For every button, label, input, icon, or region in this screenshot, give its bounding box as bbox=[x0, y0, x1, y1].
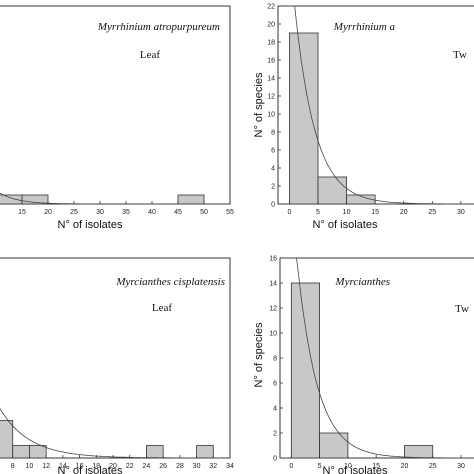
panel-4-ytick-label: 12 bbox=[269, 306, 277, 313]
panel-4-y-axis-label: N° of species bbox=[253, 322, 265, 387]
panel-2-ytick-label: 2 bbox=[271, 184, 275, 191]
panel-3-frame bbox=[0, 257, 231, 459]
panel-1-xtick-label: 25 bbox=[70, 209, 78, 216]
panel-4-xtick-label: 20 bbox=[401, 463, 409, 470]
panel-4-xtick-label: 0 bbox=[289, 463, 293, 470]
panel-2-ytick-label: 20 bbox=[267, 22, 275, 29]
panel-3-xtick-label: 16 bbox=[76, 463, 84, 470]
panel-3-xtick-label: 10 bbox=[26, 463, 34, 470]
panel-3-xtick-label: 12 bbox=[42, 463, 50, 470]
panel-4-bar bbox=[319, 432, 349, 459]
panel-4-ytick-label: 0 bbox=[273, 456, 277, 463]
panel-3-xtick-label: 30 bbox=[193, 463, 201, 470]
panel-4-xtick-label: 15 bbox=[372, 463, 380, 470]
panel-2-ytick-label: 0 bbox=[271, 202, 275, 209]
panel-2-xtick-label: 30 bbox=[457, 209, 465, 216]
panel-4-xtick-label: 30 bbox=[457, 463, 465, 470]
panel-1-bar bbox=[177, 194, 205, 205]
panel-2-ytick-label: 22 bbox=[267, 4, 275, 11]
panel-2-xtick-label: 5 bbox=[316, 209, 320, 216]
panel-4-xtick-label: 10 bbox=[344, 463, 352, 470]
panel-4-ytick-label: 14 bbox=[269, 281, 277, 288]
panel-4-ytick-label: 10 bbox=[269, 331, 277, 338]
panel-2-xtick-label: 0 bbox=[287, 209, 291, 216]
panel-4-ytick-label: 4 bbox=[273, 406, 277, 413]
panel-4-fit-curve bbox=[280, 257, 474, 459]
panel-1-xtick-label: 55 bbox=[226, 209, 234, 216]
panel-3-xtick-label: 22 bbox=[126, 463, 134, 470]
panel-3-xtick-label: 24 bbox=[143, 463, 151, 470]
panel-2-ytick-label: 4 bbox=[271, 166, 275, 173]
panel-4-ytick-label: 2 bbox=[273, 431, 277, 438]
panel-3-xtick-label: 34 bbox=[226, 463, 234, 470]
panel-4-ytick-label: 6 bbox=[273, 381, 277, 388]
panel-3-bar bbox=[29, 445, 47, 459]
panel-3-xtick-label: 32 bbox=[209, 463, 217, 470]
panel-3-xtick-label: 20 bbox=[109, 463, 117, 470]
panel-4-tissue-label: Tw bbox=[455, 303, 469, 315]
panel-2-frame bbox=[277, 5, 474, 205]
panel-2-xtick-label: 20 bbox=[400, 209, 408, 216]
panel-4-bar bbox=[290, 282, 321, 459]
panel-1-bar bbox=[21, 194, 49, 205]
panel-2-xtick-label: 10 bbox=[343, 209, 351, 216]
panel-3-xtick-label: 26 bbox=[159, 463, 167, 470]
panel-2-xtick-label: 25 bbox=[428, 209, 436, 216]
panel-4-xtick-label: 25 bbox=[429, 463, 437, 470]
panel-2-bar bbox=[346, 194, 376, 205]
panel-3-tissue-label: Leaf bbox=[152, 302, 172, 314]
panel-2-ytick-label: 8 bbox=[271, 130, 275, 137]
panel-2-y-axis-label: N° of species bbox=[253, 72, 265, 137]
panel-3-xtick-label: 8 bbox=[11, 463, 15, 470]
panel-1-xtick-label: 30 bbox=[96, 209, 104, 216]
panel-3-xtick-label: 28 bbox=[176, 463, 184, 470]
panel-1-xtick-label: 40 bbox=[148, 209, 156, 216]
panel-1-title: Myrrhinium atropurpureum bbox=[97, 21, 220, 33]
panel-2-ytick-label: 18 bbox=[267, 40, 275, 47]
panel-2-ytick-label: 10 bbox=[267, 112, 275, 119]
panel-2-x-axis-label: N° of isolates bbox=[313, 219, 378, 231]
panel-4-ytick-label: 16 bbox=[269, 256, 277, 263]
panel-2-ytick-label: 14 bbox=[267, 76, 275, 83]
panel-3-title: Myrcianthes cisplatensis bbox=[115, 276, 225, 288]
panel-1-x-axis-label: N° of isolates bbox=[58, 219, 123, 231]
panel-1-xtick-label: 35 bbox=[122, 209, 130, 216]
panel-4-xtick-label: 5 bbox=[318, 463, 322, 470]
panel-2-xtick-label: 15 bbox=[371, 209, 379, 216]
panel-2-title: Myrrhinium a bbox=[333, 21, 396, 33]
panel-2-ytick-label: 6 bbox=[271, 148, 275, 155]
panel-2-bar bbox=[289, 32, 319, 205]
panel-1-frame bbox=[0, 5, 231, 205]
panel-1-fit-curve bbox=[0, 192, 230, 205]
panel-3-xtick-label: 14 bbox=[59, 463, 67, 470]
panel-4-ytick-label: 8 bbox=[273, 356, 277, 363]
panel-3-xtick-label: 18 bbox=[92, 463, 100, 470]
panel-3-bar bbox=[196, 445, 214, 459]
panel-1-xtick-label: 20 bbox=[44, 209, 52, 216]
panel-2-ytick-label: 16 bbox=[267, 58, 275, 65]
panel-1-xtick-label: 15 bbox=[18, 209, 26, 216]
panel-4-bar bbox=[404, 445, 434, 459]
panel-2-ytick-label: 12 bbox=[267, 94, 275, 101]
panel-4-x-axis-label: N° of isolates bbox=[323, 465, 388, 474]
panel-3-x-axis-label: N° of isolates bbox=[58, 465, 123, 474]
panel-1-bar bbox=[0, 194, 23, 205]
panel-4-title: Myrcianthes bbox=[334, 276, 390, 288]
panel-2-fit-curve bbox=[278, 5, 474, 205]
panel-2-tissue-label: Tw bbox=[453, 49, 467, 61]
panel-2-bar bbox=[317, 176, 347, 205]
panel-3-bar bbox=[0, 420, 14, 459]
panel-1-xtick-label: 50 bbox=[200, 209, 208, 216]
panel-1-xtick-label: 45 bbox=[174, 209, 182, 216]
panel-3-bar bbox=[12, 445, 30, 459]
panel-1-tissue-label: Leaf bbox=[140, 49, 160, 61]
panel-3-bar bbox=[146, 445, 164, 459]
